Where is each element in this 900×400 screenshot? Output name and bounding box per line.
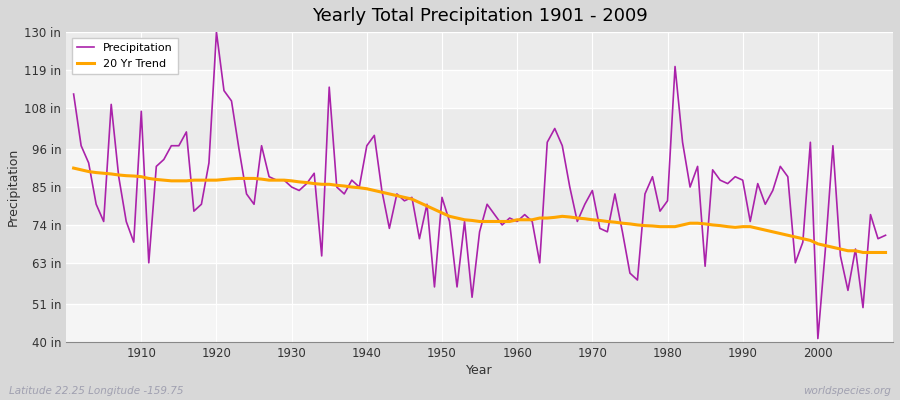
20 Yr Trend (880, 250, 891, 255)
20 Yr Trend (512, 217, 523, 222)
Precipitation (302, 181, 312, 186)
Precipitation (68, 92, 79, 96)
Precipitation (212, 30, 222, 34)
Precipitation (129, 240, 140, 244)
Precipitation (609, 192, 620, 196)
20 Yr Trend (129, 174, 140, 178)
Precipitation (880, 233, 891, 238)
Precipitation (346, 178, 357, 182)
20 Yr Trend (858, 250, 868, 255)
Bar (66, 225, 893, 263)
Precipitation (512, 219, 523, 224)
Line: Precipitation: Precipitation (74, 32, 886, 338)
20 Yr Trend (293, 180, 304, 184)
Text: worldspecies.org: worldspecies.org (803, 386, 891, 396)
Title: Yearly Total Precipitation 1901 - 2009: Yearly Total Precipitation 1901 - 2009 (311, 7, 647, 25)
20 Yr Trend (339, 184, 350, 188)
Legend: Precipitation, 20 Yr Trend: Precipitation, 20 Yr Trend (72, 38, 178, 74)
Bar (66, 70, 893, 108)
Precipitation (519, 212, 530, 217)
Line: 20 Yr Trend: 20 Yr Trend (74, 168, 886, 252)
Text: Latitude 22.25 Longitude -159.75: Latitude 22.25 Longitude -159.75 (9, 386, 184, 396)
20 Yr Trend (68, 166, 79, 170)
X-axis label: Year: Year (466, 364, 493, 377)
Bar (66, 304, 893, 342)
Precipitation (813, 336, 824, 341)
20 Yr Trend (504, 219, 515, 224)
20 Yr Trend (602, 219, 613, 224)
Y-axis label: Precipitation: Precipitation (7, 148, 20, 226)
Bar (66, 149, 893, 187)
